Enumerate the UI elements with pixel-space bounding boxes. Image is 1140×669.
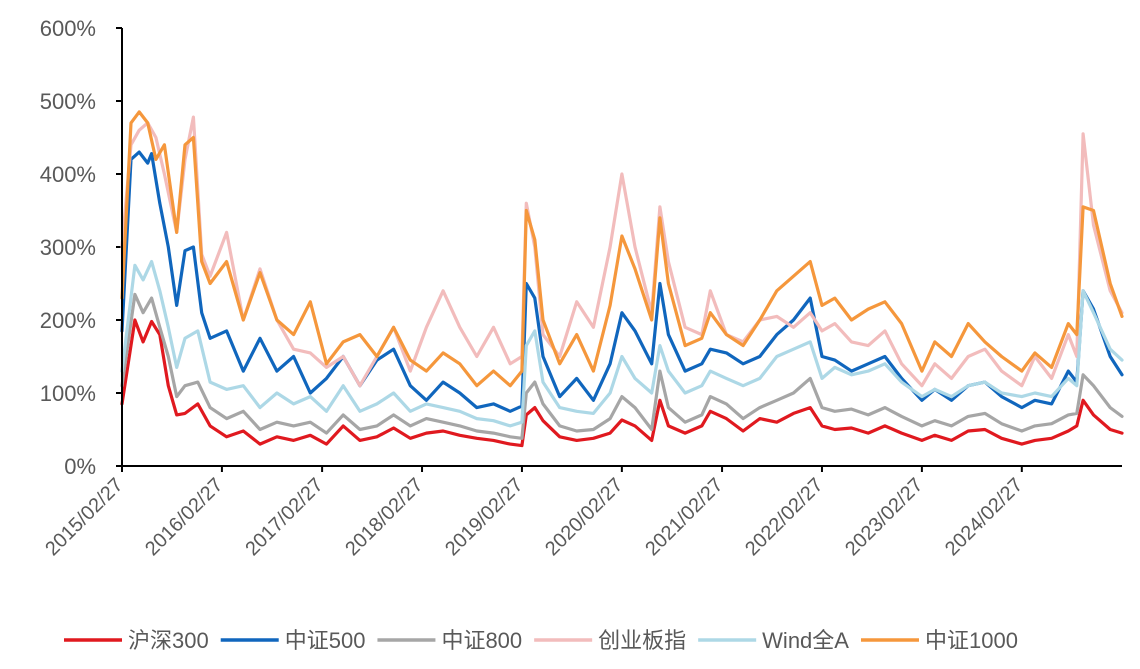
legend-item: 中证800 (377, 628, 522, 653)
legend-item: 沪深300 (64, 628, 209, 653)
legend-label: 沪深300 (128, 628, 209, 653)
series-line-中证500 (120, 150, 1124, 413)
x-tick-label: 2020/02/27 (541, 474, 627, 560)
x-tick-label: 2016/02/27 (141, 474, 227, 560)
y-axis-ticks: 0% 100% 200% 300% 400% 500% 600% (40, 16, 122, 479)
series-line-沪深300 (120, 318, 1124, 448)
y-tick-label: 0% (64, 454, 96, 479)
y-tick-label: 400% (40, 162, 96, 187)
series-lines (120, 110, 1124, 448)
legend-label: 中证1000 (925, 628, 1018, 653)
x-tick-label: 2015/02/27 (41, 474, 127, 560)
y-tick-label: 500% (40, 89, 96, 114)
legend-item: 创业板指 (534, 628, 686, 653)
y-tick-label: 200% (40, 308, 96, 333)
x-tick-label: 2019/02/27 (441, 474, 527, 560)
series-line-Wind全A (120, 260, 1124, 428)
x-tick-label: 2022/02/27 (741, 474, 827, 560)
legend-label: Wind全A (762, 628, 849, 653)
y-tick-label: 100% (40, 381, 96, 406)
legend-item: Wind全A (698, 628, 849, 653)
x-tick-label: 2017/02/27 (241, 474, 327, 560)
legend-item: 中证500 (220, 628, 366, 653)
legend-label: 创业板指 (598, 628, 686, 653)
y-tick-label: 600% (40, 16, 96, 41)
y-tick-label: 300% (40, 235, 96, 260)
x-tick-label: 2021/02/27 (641, 474, 727, 560)
x-tick-label: 2023/02/27 (841, 474, 927, 560)
x-tick-label: 2018/02/27 (341, 474, 427, 560)
legend: 沪深300 中证500 中证800 创业板指 Wind全A 中证1000 (64, 628, 1018, 653)
legend-label: 中证500 (285, 628, 366, 653)
legend-label: 中证800 (441, 628, 522, 653)
series-line-中证800 (120, 292, 1124, 440)
legend-item: 中证1000 (860, 628, 1018, 653)
series-line-中证1000 (120, 110, 1124, 388)
series-line-创业板指 (120, 115, 1124, 388)
x-tick-label: 2024/02/27 (941, 474, 1027, 560)
x-axis-ticks: 2015/02/27 2016/02/27 2017/02/27 2018/02/27… (41, 466, 1027, 560)
